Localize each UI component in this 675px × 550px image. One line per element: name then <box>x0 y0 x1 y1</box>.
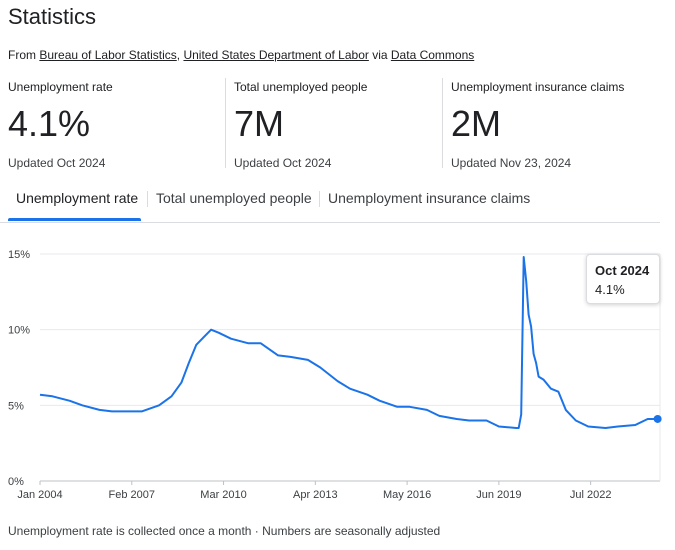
stat-divider <box>225 78 226 168</box>
x-tick-label: Jun 2019 <box>476 489 521 501</box>
stat-label: Unemployment insurance claims <box>451 80 625 94</box>
y-tick-label: 15% <box>8 249 30 261</box>
stat-insurance-claims[interactable]: Unemployment insurance claims 2M Updated… <box>451 78 624 170</box>
stat-value: 7M <box>234 103 285 144</box>
stat-label: Unemployment rate <box>8 80 113 94</box>
source-separator: , <box>176 48 184 62</box>
chart-tabs: Unemployment rate Total unemployed peopl… <box>0 182 660 223</box>
y-tick-label: 10% <box>8 325 30 337</box>
stat-updated: Updated Oct 2024 <box>8 156 106 170</box>
y-tick-label: 0% <box>8 476 24 488</box>
unemployment-chart[interactable]: 0% 5% 10% 15% Jan 2004 Feb 2007 Mar 2010 Apr 20… <box>0 236 675 506</box>
tab-total-unemployed[interactable]: Total unemployed people <box>156 190 312 206</box>
stats-row: Unemployment rate 4.1% Updated Oct 2024 … <box>0 78 675 170</box>
source-via: via <box>368 48 391 62</box>
x-tick-label: May 2016 <box>383 489 431 501</box>
x-tick-label: Jan 2004 <box>17 489 62 501</box>
tooltip-date: Oct 2024 <box>595 263 650 278</box>
tooltip-value: 4.1% <box>595 282 625 297</box>
tab-unemployment-rate[interactable]: Unemployment rate <box>16 190 139 206</box>
tab-divider <box>147 191 148 207</box>
x-tick-label: Feb 2007 <box>109 489 155 501</box>
bls-link[interactable]: Bureau of Labor Statistics <box>39 48 177 62</box>
y-tick-label: 5% <box>8 400 24 412</box>
tab-insurance-claims[interactable]: Unemployment insurance claims <box>328 190 531 206</box>
stat-updated: Updated Oct 2024 <box>234 156 332 170</box>
source-prefix: From <box>8 48 40 62</box>
dol-link[interactable]: United States Department of Labor <box>183 48 369 62</box>
x-tick-label: Jul 2022 <box>570 489 612 501</box>
stat-label: Total unemployed people <box>234 80 368 94</box>
stat-divider <box>442 78 443 168</box>
x-tick-label: Mar 2010 <box>200 489 246 501</box>
data-commons-link[interactable]: Data Commons <box>390 48 475 62</box>
stat-updated: Updated Nov 23, 2024 <box>451 156 572 170</box>
stat-unemployment-rate[interactable]: Unemployment rate 4.1% Updated Oct 2024 <box>8 78 113 170</box>
x-tick-label: Apr 2013 <box>293 489 338 501</box>
stat-total-unemployed[interactable]: Total unemployed people 7M Updated Oct 2… <box>234 78 367 170</box>
series-line <box>39 256 658 429</box>
active-tab-indicator <box>8 218 141 221</box>
source-attribution: From Bureau of Labor Statistics, United … <box>8 48 474 62</box>
stat-value: 4.1% <box>8 103 91 144</box>
stat-value: 2M <box>451 103 502 144</box>
latest-point-marker <box>653 414 662 423</box>
tab-divider <box>319 191 320 207</box>
chart-footnote: Unemployment rate is collected once a mo… <box>8 524 441 538</box>
chart-tooltip: Oct 2024 4.1% <box>586 254 660 304</box>
page-title: Statistics <box>8 4 97 29</box>
